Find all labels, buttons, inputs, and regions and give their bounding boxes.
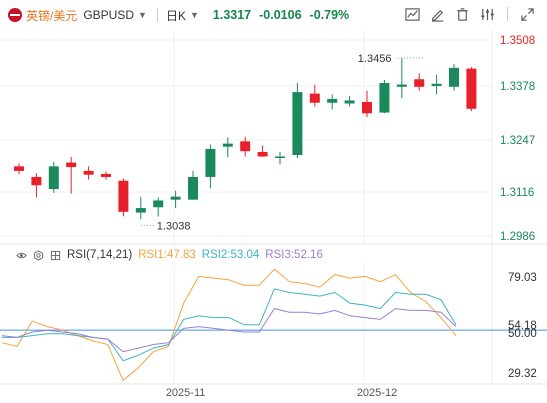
candle-body bbox=[414, 79, 425, 87]
rsi1-value: RSI1:47.83 bbox=[138, 249, 196, 261]
candle-body bbox=[153, 200, 164, 208]
rsi-line-rsi2 bbox=[2, 288, 457, 362]
candle-body bbox=[135, 208, 146, 213]
rsi3-value: RSI3:52.16 bbox=[265, 249, 323, 261]
high-label: 1.3456 bbox=[358, 53, 392, 65]
candle-body bbox=[48, 166, 59, 190]
divider bbox=[156, 8, 158, 22]
price-axis-label: 1.3508 bbox=[500, 35, 535, 47]
price-axis-label: 1.3116 bbox=[500, 187, 534, 199]
candle-body bbox=[66, 162, 77, 168]
x-axis-label: 2025-11 bbox=[166, 387, 206, 399]
grid-icon[interactable] bbox=[50, 250, 61, 261]
price-axis-label: 1.3247 bbox=[500, 135, 535, 147]
candle-body bbox=[292, 92, 303, 155]
candle-body bbox=[466, 68, 477, 109]
rsi-line-rsi3 bbox=[1, 308, 457, 353]
candle-body bbox=[379, 83, 390, 113]
low-label: 1.3038 bbox=[157, 220, 191, 232]
rsi-axis-label: 50.00 bbox=[508, 328, 537, 340]
candle-body bbox=[205, 148, 216, 177]
candle-body bbox=[222, 143, 233, 147]
candle-body bbox=[449, 67, 459, 87]
price-change: -0.0106 bbox=[259, 8, 302, 22]
flag-icon bbox=[8, 8, 22, 22]
period-selector[interactable]: 日K bbox=[165, 8, 186, 23]
candle-body bbox=[240, 141, 251, 152]
candle-body bbox=[118, 180, 129, 212]
chart-icon[interactable] bbox=[405, 7, 420, 22]
delete-icon[interactable] bbox=[455, 7, 470, 22]
candle-body bbox=[396, 84, 407, 87]
edit-icon[interactable] bbox=[430, 7, 445, 22]
candle-body bbox=[188, 176, 198, 200]
candle-body bbox=[309, 93, 320, 103]
candle-body bbox=[431, 83, 442, 87]
candle-body bbox=[275, 156, 285, 159]
candle-body bbox=[14, 166, 24, 171]
toolbar-divider bbox=[507, 7, 508, 21]
candle-body bbox=[83, 170, 94, 175]
rsi-line-rsi1 bbox=[1, 268, 457, 382]
price-axis-label: 1.2986 bbox=[500, 231, 535, 243]
rsi-axis-label: 79.03 bbox=[508, 272, 537, 284]
expand-icon[interactable] bbox=[520, 7, 535, 22]
rsi-axis-label: 29.32 bbox=[508, 368, 537, 380]
period-chevron-down-icon[interactable]: ▼ bbox=[189, 10, 199, 20]
candle-body bbox=[362, 101, 372, 114]
rsi-indicator-name[interactable]: RSI(7,14,21) bbox=[67, 249, 133, 261]
rsi2-value: RSI2:53.04 bbox=[201, 249, 260, 261]
eye-icon[interactable] bbox=[16, 250, 27, 261]
candle-body bbox=[344, 100, 355, 104]
rsi-axis-label: 54.18 bbox=[508, 320, 537, 332]
chevron-down-icon[interactable]: ▼ bbox=[138, 10, 147, 20]
settings-icon[interactable] bbox=[480, 7, 495, 22]
candle-body bbox=[101, 173, 111, 177]
chart-toolbar bbox=[405, 7, 535, 22]
price-change-percent: -0.79% bbox=[309, 8, 350, 22]
chart-header: 英镑/美元 GBPUSD ▼ 日K ▼ 1.3317 -0.0106 -0.79… bbox=[0, 0, 547, 30]
candle-body bbox=[170, 196, 181, 200]
rsi-legend: RSI(7,14,21) RSI1:47.83 RSI2:53.04 RSI3:… bbox=[16, 249, 323, 261]
candle-body bbox=[327, 98, 338, 103]
symbol-code[interactable]: GBPUSD bbox=[83, 8, 135, 22]
candle-body bbox=[31, 176, 42, 186]
candle-body bbox=[257, 151, 268, 157]
grid bbox=[0, 30, 547, 385]
x-axis-label: 2025-12 bbox=[357, 387, 397, 399]
last-price: 1.3317 bbox=[212, 8, 252, 22]
price-axis-label: 1.3378 bbox=[500, 81, 535, 93]
candles bbox=[14, 58, 477, 220]
symbol-name[interactable]: 英镑/美元 bbox=[26, 8, 78, 23]
gear-icon[interactable] bbox=[33, 249, 44, 261]
